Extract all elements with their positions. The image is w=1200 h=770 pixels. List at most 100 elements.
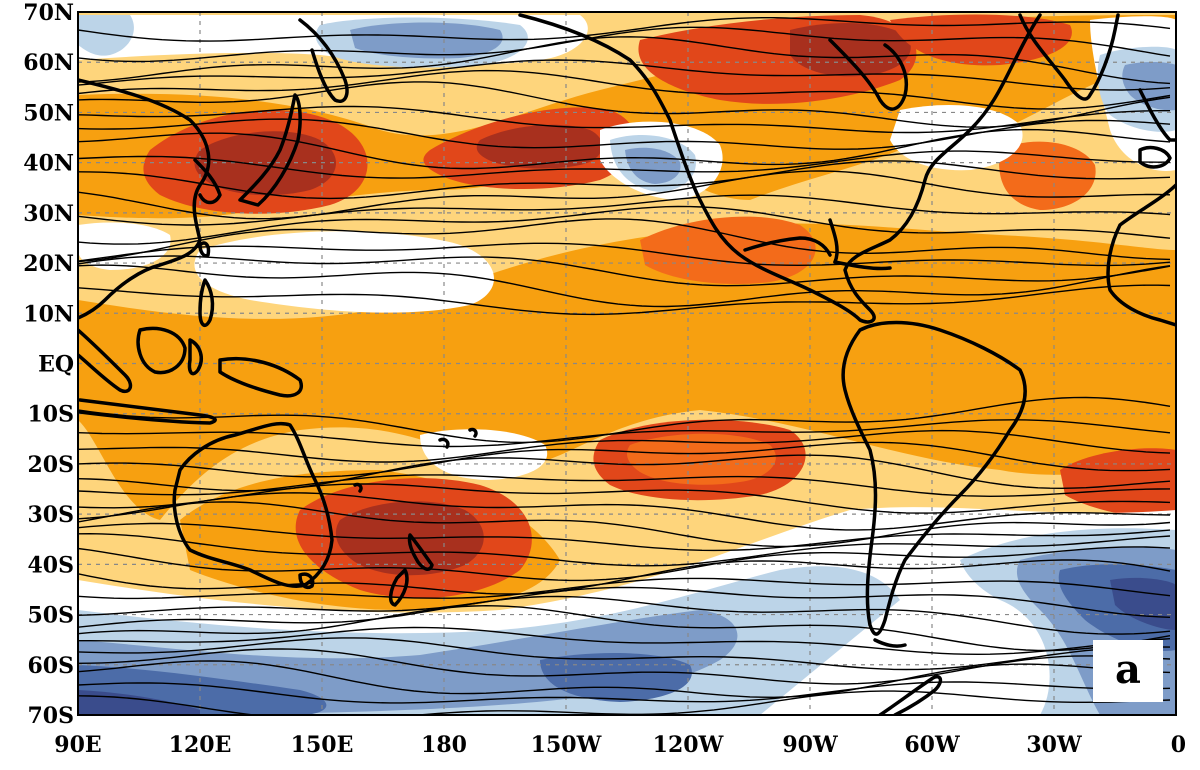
map-area <box>78 12 1176 715</box>
contour-line <box>78 419 1171 448</box>
contour-line <box>78 660 1171 699</box>
lon-label: 120W <box>653 732 724 758</box>
coast-antarctic-peninsula <box>878 675 943 715</box>
map-frame <box>77 11 1177 716</box>
field-darkblue-nepac <box>625 147 681 184</box>
coast-japan <box>238 93 302 207</box>
lat-label: 10N <box>23 301 74 327</box>
lat-label: EQ <box>38 352 74 378</box>
coast-korea <box>193 158 222 205</box>
contour-line <box>78 264 1171 308</box>
contour-line <box>78 637 1171 671</box>
contour-line <box>78 284 1171 316</box>
contour-line <box>78 218 1171 263</box>
panel-label-bg <box>1093 640 1163 702</box>
contour-lines <box>78 17 1171 715</box>
contour-line <box>78 522 1171 552</box>
coastlines <box>78 13 1176 715</box>
contour-line <box>78 170 1171 220</box>
contour-line <box>78 546 1171 582</box>
coast-philippines <box>198 278 215 328</box>
contour-line <box>78 474 1171 498</box>
field-red-gulf <box>640 216 816 285</box>
field-orange-tropics <box>78 223 1176 520</box>
lon-label: 120E <box>169 732 232 758</box>
contour-line <box>78 586 1171 618</box>
contour-line <box>78 441 1171 478</box>
lon-label: 150W <box>531 732 602 758</box>
coast-cuba <box>833 260 892 271</box>
lat-label: 20N <box>23 251 74 277</box>
lat-label: 50N <box>23 100 74 126</box>
lat-label: 30N <box>23 201 74 227</box>
coast-tasmania <box>298 572 315 590</box>
lon-label: 60W <box>904 732 960 758</box>
coast-iceland <box>1138 145 1172 169</box>
lat-label: 60N <box>23 50 74 76</box>
lon-label: 90E <box>54 732 101 758</box>
contour-line <box>78 128 1171 170</box>
contour-line <box>78 483 1171 514</box>
lat-label: 10S <box>27 402 74 428</box>
contour-line <box>78 194 1171 226</box>
contour-line <box>78 532 1171 567</box>
contour-line <box>78 429 1171 463</box>
contour-line <box>78 559 1171 595</box>
contour-line <box>78 492 1171 531</box>
contour-line <box>78 595 1171 635</box>
lon-label: 150E <box>291 732 354 758</box>
coast-new-zealand-north <box>407 533 434 571</box>
coast-east-asia <box>78 78 211 320</box>
latitude-labels: 70N 60N 50N 40N 30N 20N 10N EQ 10S 20S 30S 40S 50S 60… <box>23 0 74 729</box>
coast-florida <box>828 218 839 264</box>
contour-line <box>78 26 1171 63</box>
field-darkred-sepac <box>627 433 776 485</box>
coast-hudson-bay <box>828 38 908 111</box>
field-darkred-canada <box>790 23 911 77</box>
contour-line <box>78 626 1171 656</box>
contour-line <box>78 205 1171 245</box>
coast-new-guinea <box>218 356 303 398</box>
contour-line <box>78 577 1171 600</box>
contour-line <box>78 59 1171 91</box>
contour-line <box>78 17 1171 42</box>
coast-pacific-islands <box>353 427 478 493</box>
lat-label: 30S <box>27 502 74 528</box>
contour-line <box>78 150 1171 179</box>
lon-label: 30W <box>1026 732 1082 758</box>
contour-line <box>78 105 1170 134</box>
panel-label-box: a <box>1093 640 1163 702</box>
coast-europe <box>1138 88 1176 142</box>
lon-label: 180 <box>421 732 467 758</box>
coast-new-zealand-south <box>388 568 409 607</box>
coast-south-america <box>841 320 1027 636</box>
lat-label: 70S <box>27 703 74 729</box>
contour-line <box>78 36 1171 85</box>
lat-label: 50S <box>27 603 74 629</box>
coast-borneo <box>136 326 187 375</box>
coast-africa <box>1106 183 1176 327</box>
coast-sumatra-java <box>78 398 217 425</box>
contour-line <box>78 242 1171 267</box>
lon-label: 0 <box>1171 732 1186 758</box>
panel-label: a <box>1115 646 1141 693</box>
coast-sulawesi <box>187 338 203 376</box>
coast-australia <box>172 422 334 588</box>
contour-line <box>78 255 1171 287</box>
lat-label: 60S <box>27 653 74 679</box>
coast-north-america <box>518 13 1042 324</box>
lat-label: 40N <box>23 151 74 177</box>
lat-label: 20S <box>27 452 74 478</box>
field-blue-nw <box>78 15 134 56</box>
coast-greenland <box>1018 13 1120 101</box>
coast-tierra-del-fuego <box>873 638 907 648</box>
contour-line <box>78 396 1171 444</box>
contour-line <box>78 501 1171 548</box>
contour-line <box>78 69 1171 110</box>
lat-label: 70N <box>23 0 74 26</box>
longitude-labels: 90E 120E 150E 180 150W 120W 90W 60W 30W 0 <box>54 732 1186 758</box>
field-darkred-npac <box>476 124 603 169</box>
lat-label: 40S <box>27 552 74 578</box>
coast-kamchatka <box>298 18 349 103</box>
contour-line <box>78 160 1171 200</box>
